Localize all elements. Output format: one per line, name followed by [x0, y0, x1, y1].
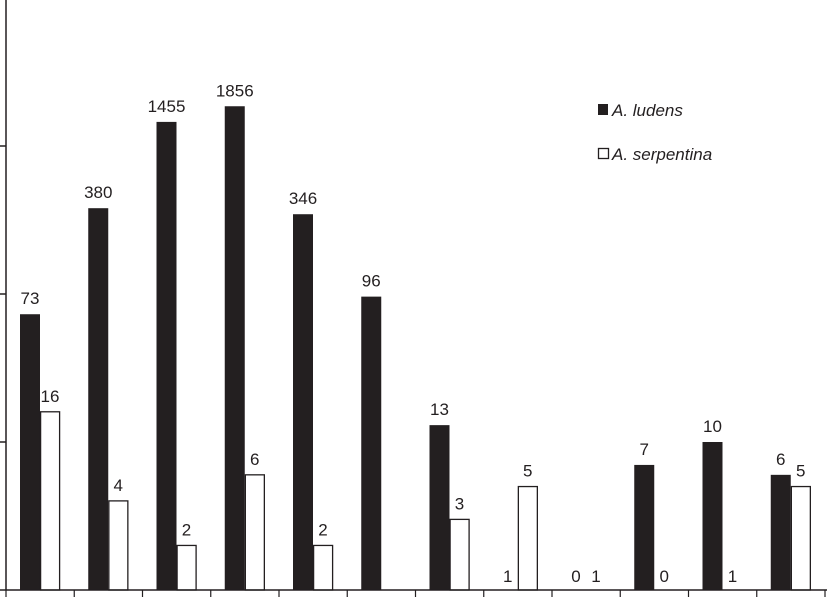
data-label-ludens: 380 [84, 183, 112, 202]
bar-serpentina [312, 544, 334, 591]
bar-ludens [156, 121, 177, 591]
data-label-serpentina: 6 [250, 450, 259, 469]
bar-ludens [770, 474, 791, 590]
bar-ludens [361, 296, 382, 590]
data-label-ludens: 13 [430, 400, 449, 419]
bar-ludens [429, 425, 450, 590]
legend: A. ludens A. serpentina [597, 101, 712, 164]
legend-swatch-ludens [598, 104, 608, 115]
legend-label-ludens: A. ludens [611, 101, 683, 120]
bar-serpentina [108, 500, 129, 591]
data-label-serpentina: 5 [796, 462, 805, 481]
data-label-serpentina: 2 [182, 520, 191, 539]
data-label-serpentina: 16 [41, 387, 60, 406]
bar-ludens [702, 442, 723, 590]
legend-swatch-serpentina [597, 147, 610, 160]
data-label-serpentina: 3 [455, 494, 464, 513]
data-label-serpentina: 2 [318, 520, 327, 539]
bar-ludens [224, 106, 245, 590]
bar-serpentina [449, 518, 470, 591]
data-label-serpentina: 0 [660, 567, 669, 586]
bar-serpentina [176, 544, 197, 591]
data-label-ludens: 1 [503, 567, 512, 586]
bar-ludens [634, 464, 655, 590]
legend-label-serpentina: A. serpentina [611, 145, 712, 164]
data-label-ludens: 7 [640, 440, 649, 459]
bar-ludens [88, 208, 109, 591]
data-label-serpentina: 1 [591, 567, 600, 586]
data-label-ludens: 0 [571, 567, 580, 586]
data-label-ludens: 1455 [148, 97, 186, 116]
data-label-ludens: 1856 [216, 81, 254, 100]
bar-serpentina [790, 485, 811, 591]
data-label-serpentina: 5 [523, 462, 532, 481]
bar-serpentina [244, 474, 266, 591]
data-label-ludens: 96 [362, 272, 381, 291]
bar-serpentina [517, 485, 538, 591]
bar-serpentina [39, 411, 61, 591]
data-label-ludens: 346 [289, 189, 317, 208]
data-label-ludens: 10 [703, 417, 722, 436]
data-label-ludens: 73 [21, 289, 40, 308]
data-label-serpentina: 4 [114, 476, 123, 495]
data-label-ludens: 6 [776, 450, 785, 469]
bar-ludens [293, 214, 313, 590]
bar-ludens [20, 314, 40, 590]
data-label-serpentina: 1 [728, 567, 737, 586]
